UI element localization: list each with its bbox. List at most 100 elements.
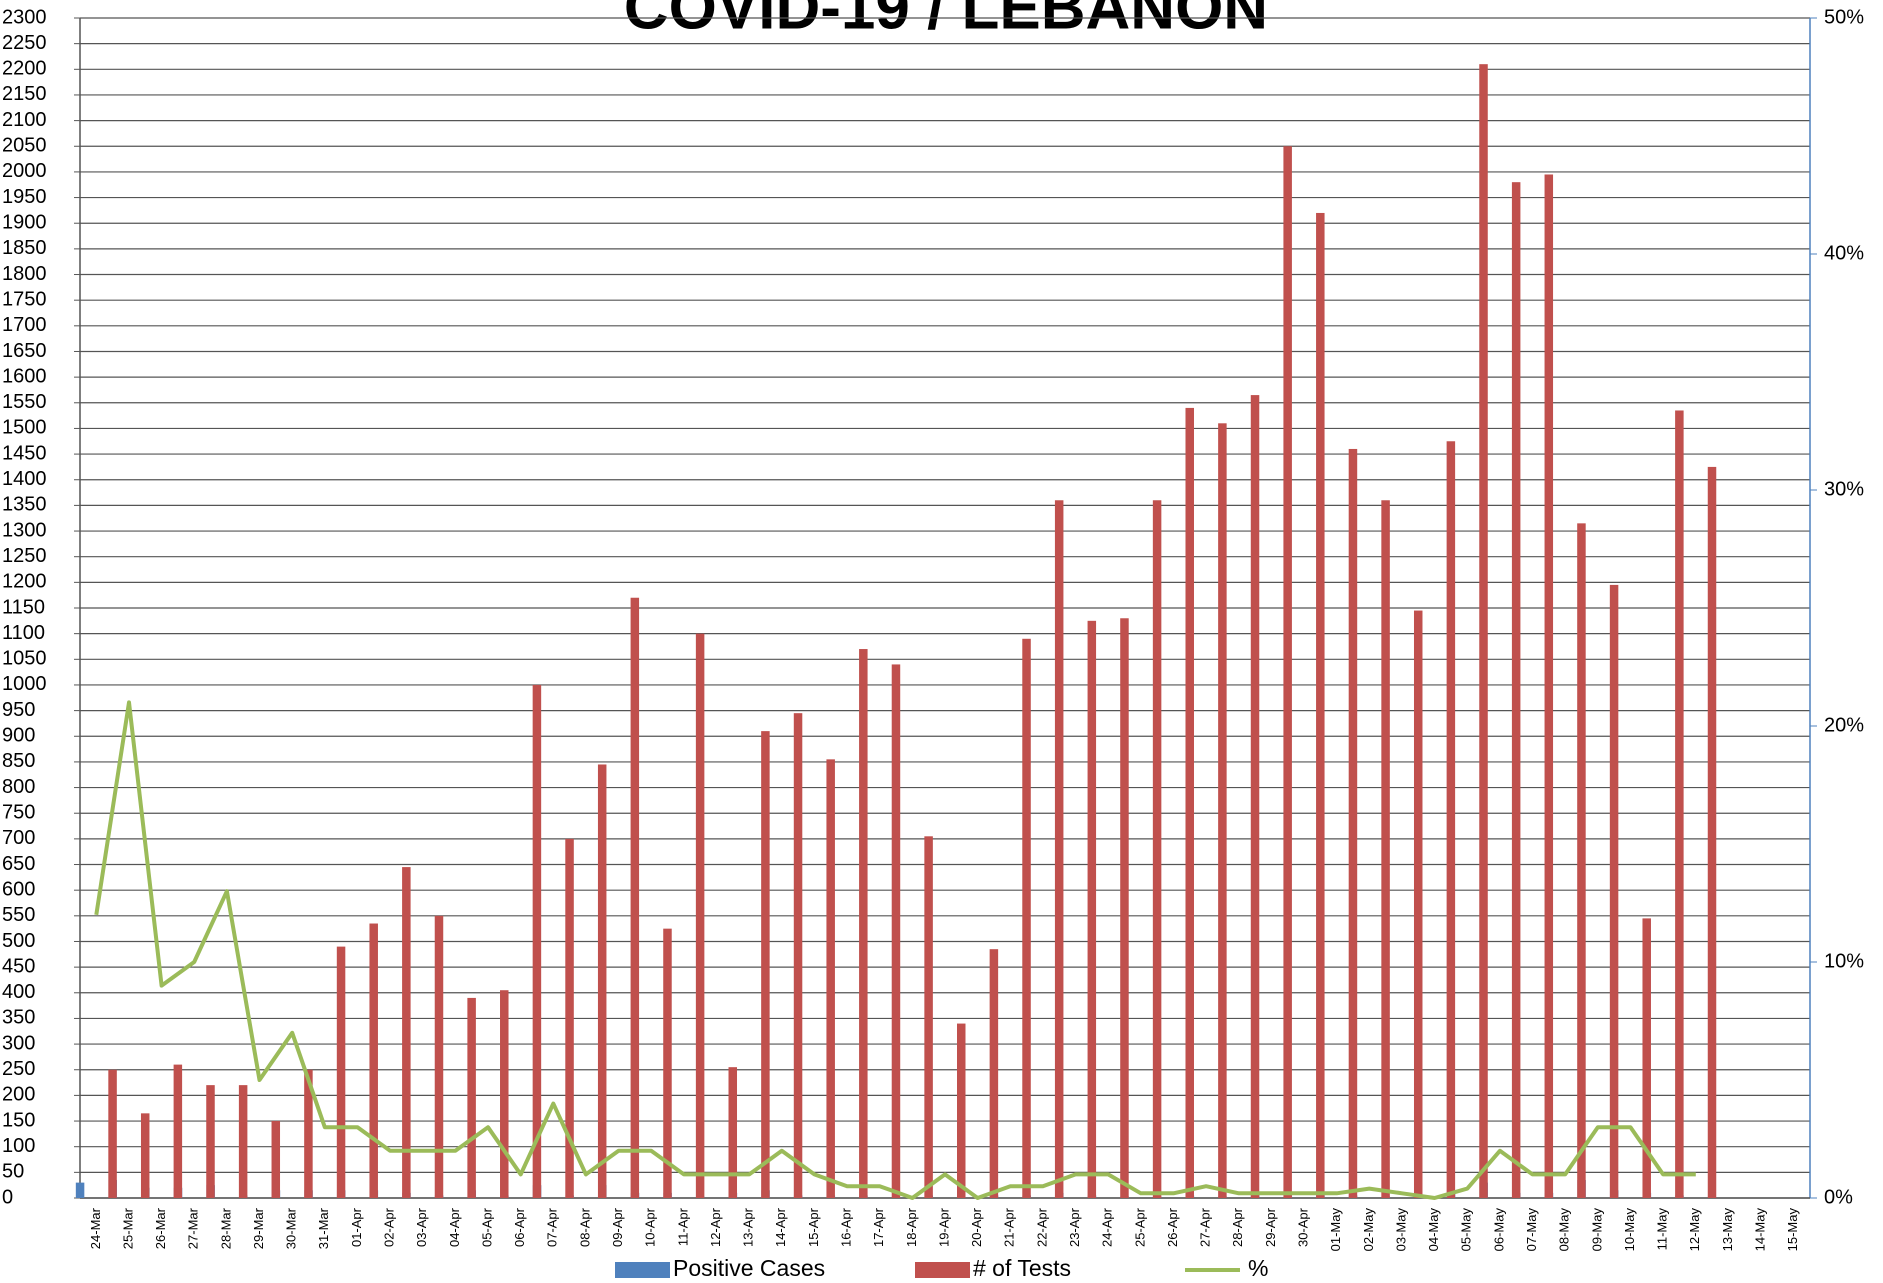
y-tick-label: 900 <box>2 725 35 747</box>
y-tick-label: 50 <box>2 1161 24 1183</box>
y-tick-label: 1500 <box>2 417 47 439</box>
y-tick-label: 150 <box>2 1109 35 1131</box>
x-tick-label: 29-Apr <box>1263 1207 1278 1247</box>
legend-label: % <box>1248 1255 1268 1281</box>
y-tick-label: 1300 <box>2 519 47 541</box>
x-tick-label: 04-May <box>1426 1208 1441 1252</box>
x-tick-label: 07-May <box>1524 1208 1539 1252</box>
x-tick-label: 10-May <box>1622 1208 1637 1252</box>
x-tick-label: 02-Apr <box>382 1207 397 1247</box>
x-tick-label: 02-May <box>1361 1208 1376 1252</box>
y-tick-label: 400 <box>2 981 35 1003</box>
y-tick-label: 1250 <box>2 545 47 567</box>
y-tick-label: 1100 <box>2 622 45 644</box>
x-tick-label: 09-Apr <box>610 1207 625 1247</box>
y-tick-label: 700 <box>2 827 35 849</box>
x-tick-label: 13-May <box>1720 1208 1735 1252</box>
x-tick-label: 27-Apr <box>1198 1207 1213 1247</box>
bar <box>1675 410 1684 1198</box>
bar <box>1022 638 1031 1198</box>
y-tick-label: 1850 <box>2 237 47 259</box>
y-tick-label: 2100 <box>2 109 47 131</box>
bar <box>728 1067 738 1198</box>
y-tick-label: 2150 <box>2 83 47 105</box>
y-tick-label: 300 <box>2 1032 35 1054</box>
bar <box>663 928 672 1198</box>
bar <box>695 633 705 1198</box>
x-tick-label: 28-Mar <box>218 1207 233 1249</box>
y-tick-label: 800 <box>2 776 35 798</box>
y2-tick-label: 20% <box>1824 714 1864 736</box>
x-tick-label: 30-Apr <box>1295 1207 1310 1247</box>
y-tick-label: 1050 <box>2 648 47 670</box>
y-tick-label: 1450 <box>2 442 47 464</box>
y-tick-label: 2000 <box>2 160 47 182</box>
legend-swatch <box>615 1262 670 1278</box>
y-tick-label: 1550 <box>2 391 47 413</box>
y2-tick-label: 10% <box>1824 950 1864 972</box>
bar <box>1348 448 1358 1198</box>
x-tick-label: 26-Mar <box>153 1207 168 1249</box>
bar <box>304 1069 313 1198</box>
x-tick-label: 19-Apr <box>936 1207 951 1247</box>
bar <box>173 1064 183 1198</box>
y-tick-label: 850 <box>2 750 35 772</box>
y-tick-label: 1650 <box>2 340 47 362</box>
bar <box>336 946 346 1198</box>
bar <box>597 764 607 1198</box>
y-tick-label: 950 <box>2 699 35 721</box>
y-tick-label: 1950 <box>2 186 47 208</box>
bar <box>1120 618 1129 1198</box>
y-tick-label: 600 <box>2 878 35 900</box>
y-tick-label: 1700 <box>2 314 47 336</box>
y-tick-label: 250 <box>2 1058 35 1080</box>
x-tick-label: 08-Apr <box>577 1207 592 1247</box>
x-tick-label: 01-Apr <box>349 1207 364 1247</box>
x-tick-label: 15-May <box>1785 1208 1800 1252</box>
bar <box>1413 610 1423 1198</box>
y-tick-label: 450 <box>2 955 35 977</box>
x-tick-label: 17-Apr <box>871 1207 886 1247</box>
x-tick-label: 11-May <box>1655 1208 1670 1251</box>
y-tick-label: 2200 <box>2 58 47 80</box>
y-tick-label: 1400 <box>2 468 47 490</box>
x-tick-label: 22-Apr <box>1034 1207 1049 1247</box>
y-tick-label: 750 <box>2 801 35 823</box>
legend-label: # of Tests <box>973 1255 1071 1281</box>
y-tick-label: 100 <box>2 1135 35 1157</box>
bar <box>1479 64 1488 1198</box>
x-tick-label: 06-Apr <box>512 1207 527 1247</box>
bar <box>467 997 476 1198</box>
bar <box>1381 500 1390 1198</box>
bar <box>532 684 542 1198</box>
y-tick-label: 550 <box>2 904 35 926</box>
bar <box>434 915 444 1198</box>
bar <box>1087 620 1097 1198</box>
y-tick-label: 500 <box>2 930 35 952</box>
y2-tick-label: 30% <box>1824 478 1864 500</box>
x-tick-label: 18-Apr <box>904 1207 919 1247</box>
bar <box>140 1113 150 1198</box>
x-tick-label: 23-Apr <box>1067 1207 1082 1247</box>
x-tick-label: 05-Apr <box>479 1207 494 1247</box>
bar <box>1316 212 1325 1198</box>
x-tick-label: 25-Mar <box>120 1207 135 1249</box>
bar <box>1185 407 1194 1198</box>
bar <box>989 949 999 1198</box>
bar <box>793 713 803 1198</box>
y-tick-label: 1350 <box>2 494 47 516</box>
bar <box>369 923 378 1198</box>
y-tick-label: 1750 <box>2 288 47 310</box>
y-tick-label: 1600 <box>2 365 47 387</box>
x-tick-label: 20-Apr <box>969 1207 984 1247</box>
x-tick-label: 08-May <box>1557 1208 1572 1252</box>
x-tick-label: 10-Apr <box>643 1207 658 1247</box>
bar <box>1250 395 1260 1199</box>
bar <box>1642 918 1651 1198</box>
line-series <box>94 700 1696 1200</box>
y-tick-label: 350 <box>2 1007 35 1029</box>
x-tick-label: 12-Apr <box>708 1207 723 1247</box>
x-tick-label: 05-May <box>1459 1208 1474 1252</box>
y2-tick-label: 0% <box>1824 1186 1853 1208</box>
x-tick-label: 24-Mar <box>88 1207 103 1249</box>
